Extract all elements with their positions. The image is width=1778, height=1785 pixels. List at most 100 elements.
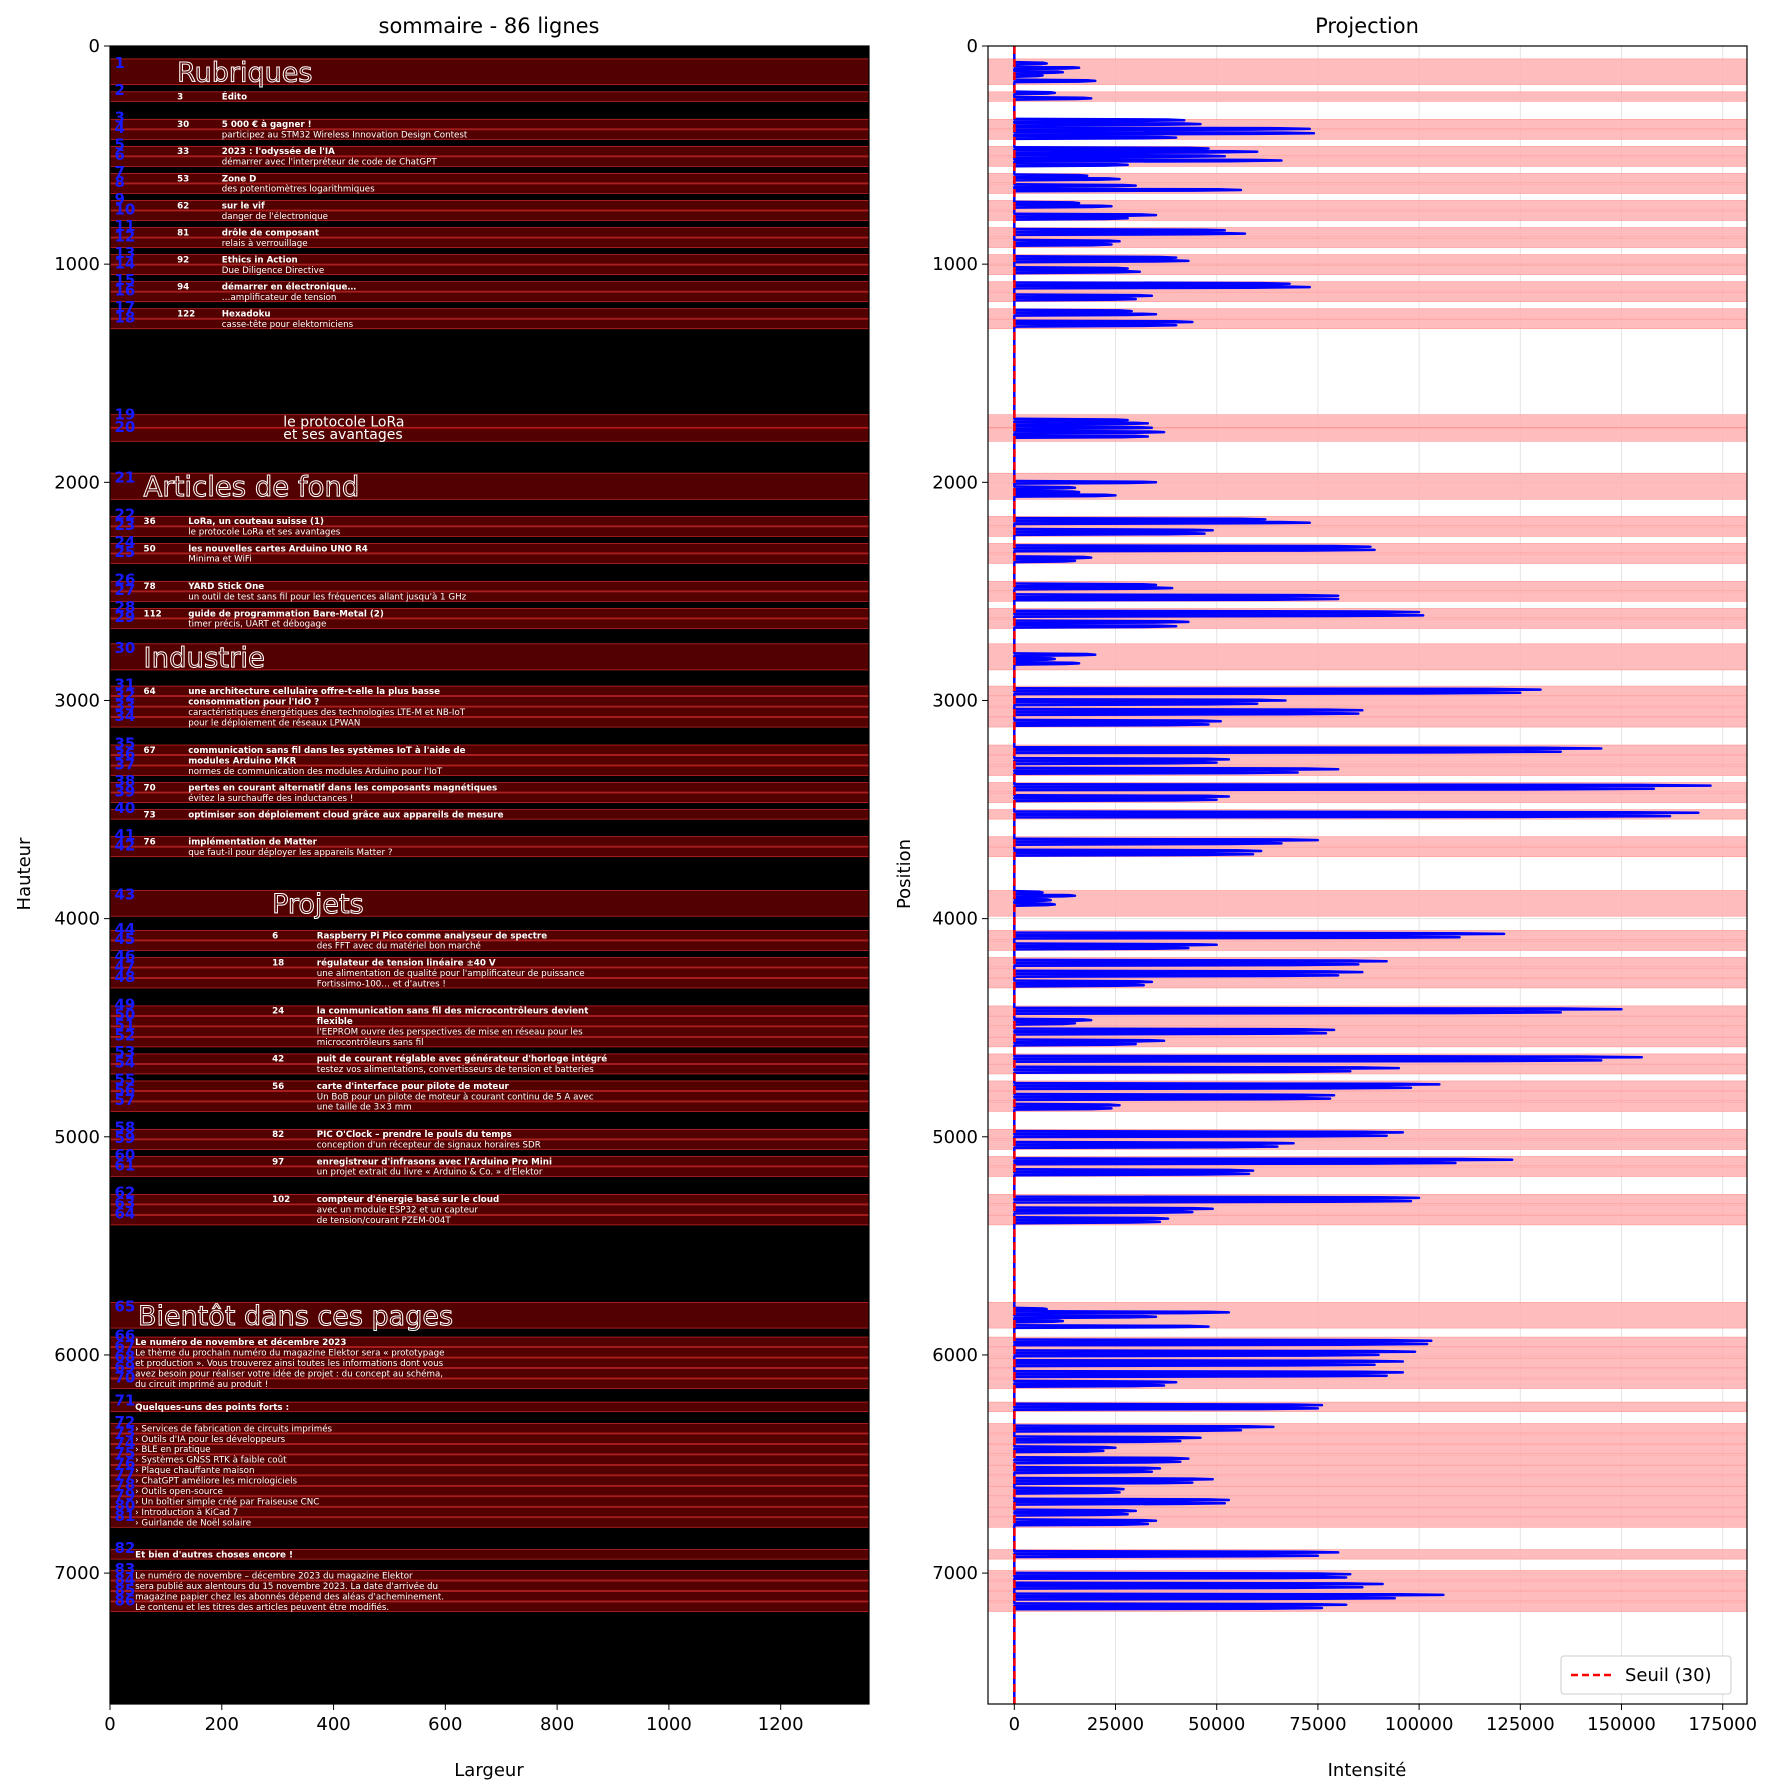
- line-band: [988, 765, 1747, 776]
- line-band: [110, 308, 869, 319]
- line-band: [988, 1517, 1747, 1528]
- toc-entry: l'EEPROM ouvre des perspectives de mise …: [317, 1027, 583, 1038]
- line-band: [110, 957, 869, 968]
- line-band: [988, 183, 1747, 194]
- line-band: [110, 1193, 869, 1205]
- line-band: [110, 1357, 869, 1369]
- line-band: [110, 553, 869, 564]
- toc-entry: testez vos alimentations, convertisseurs…: [317, 1065, 594, 1075]
- line-band: [988, 291, 1747, 302]
- line-number: 9: [114, 190, 124, 208]
- toc-entry: 3: [177, 93, 183, 103]
- y-tick-label: 5000: [932, 1127, 978, 1148]
- line-band: [988, 1485, 1747, 1497]
- toc-entry: Et bien d'autres choses encore !: [135, 1550, 293, 1560]
- line-band: [110, 618, 869, 629]
- line-band: [988, 1401, 1747, 1412]
- line-band: [110, 765, 869, 776]
- line-band: [110, 1156, 869, 1167]
- line-band: [110, 940, 869, 951]
- line-number: 37: [114, 755, 135, 773]
- toc-entry: Minima et WiFi: [188, 555, 251, 565]
- toc-entry: timer précis, UART et débogage: [188, 619, 326, 630]
- line-number: 22: [114, 506, 135, 524]
- line-number: 69: [114, 1358, 135, 1376]
- line-number: 41: [114, 826, 135, 844]
- line-number: 2: [114, 81, 124, 99]
- toc-entry: évitez la surchauffe des inductances !: [188, 793, 353, 804]
- y-tick-label: 4000: [54, 909, 100, 930]
- toc-entry: Zone D: [222, 174, 257, 184]
- line-band: [988, 1101, 1747, 1112]
- line-band: [988, 543, 1747, 554]
- line-band: [988, 237, 1747, 248]
- toc-entry: › Plaque chauffante maison: [135, 1466, 254, 1476]
- toc-entry: Le contenu et les titres des articles pe…: [135, 1602, 389, 1613]
- line-band: [110, 1101, 869, 1112]
- toc-entry: …amplificateur de tension: [222, 293, 337, 303]
- line-number: 29: [114, 608, 135, 626]
- line-band: [110, 1036, 869, 1048]
- line-band: [110, 706, 869, 718]
- toc-entry: la communication sans fil des microcontr…: [317, 1006, 589, 1017]
- left-chart-title: sommaire - 86 lignes: [379, 14, 600, 38]
- line-band: [988, 1026, 1747, 1037]
- x-tick-label: 25000: [1087, 1714, 1144, 1735]
- line-band: [988, 643, 1747, 671]
- line-number: 25: [114, 543, 135, 561]
- toc-entry: pour le déploiement de réseaux LPWAN: [188, 717, 360, 728]
- toc-entry: Le thème du prochain numéro du magazine …: [135, 1347, 444, 1358]
- line-band: [988, 940, 1747, 951]
- toc-entry: une taille de 3×3 mm: [317, 1103, 412, 1113]
- toc-entry: 50: [144, 544, 156, 554]
- line-band: [110, 200, 869, 211]
- line-band: [988, 227, 1747, 238]
- line-number: 21: [114, 468, 135, 486]
- left-axes-frame: [109, 45, 870, 1705]
- toc-entry: le protocole LoRa et ses avantages: [188, 528, 341, 538]
- line-band: [110, 1496, 869, 1507]
- line-number: 17: [114, 298, 135, 316]
- left-plot-area: Rubriques Articles de fond Industrie Projet…: [110, 46, 869, 1704]
- line-number: 23: [114, 516, 135, 534]
- line-band: [110, 1214, 869, 1226]
- line-band: [110, 930, 869, 941]
- line-band: [110, 426, 869, 442]
- toc-entry: 102: [272, 1195, 290, 1205]
- line-band: [110, 744, 869, 755]
- line-band: [110, 237, 869, 248]
- y-tick-label: 0: [89, 36, 100, 57]
- toc-entry: Ethics in Action: [222, 255, 298, 265]
- line-number: 5: [114, 136, 124, 154]
- line-band: [110, 792, 869, 803]
- line-band: [110, 1464, 869, 1476]
- toc-entry: 112: [144, 609, 162, 619]
- toc-entry: participez au STM32 Wireless Innovation …: [222, 131, 468, 141]
- line-band: [110, 118, 869, 130]
- toc-entry: 2023 : l'odyssée de l'IA: [222, 146, 335, 157]
- line-number: 52: [114, 1027, 135, 1045]
- line-number: 34: [114, 707, 135, 725]
- line-band: [988, 526, 1747, 537]
- line-number: 40: [114, 799, 135, 817]
- toc-entry: 82: [272, 1130, 284, 1140]
- toc-entry: normes de communication des modules Ardu…: [188, 767, 443, 777]
- line-band: [110, 281, 869, 292]
- line-number: 66: [114, 1326, 135, 1344]
- line-band: [988, 618, 1747, 629]
- line-number: 16: [114, 281, 135, 299]
- line-band: [988, 156, 1747, 167]
- line-band: [988, 717, 1747, 728]
- toc-entry: Quelques-uns des points forts :: [135, 1403, 289, 1413]
- toc-entry: Le numéro de novembre et décembre 2023: [135, 1337, 346, 1348]
- line-number: 14: [114, 254, 135, 272]
- x-tick-label: 150000: [1587, 1714, 1656, 1735]
- line-number: 67: [114, 1337, 135, 1355]
- line-number: 49: [114, 995, 135, 1013]
- x-tick-label: 0: [1009, 1714, 1020, 1735]
- line-band: [110, 890, 869, 917]
- line-band: [110, 1063, 869, 1075]
- line-band: [988, 173, 1747, 184]
- line-number: 12: [114, 227, 135, 245]
- line-band: [988, 1506, 1747, 1518]
